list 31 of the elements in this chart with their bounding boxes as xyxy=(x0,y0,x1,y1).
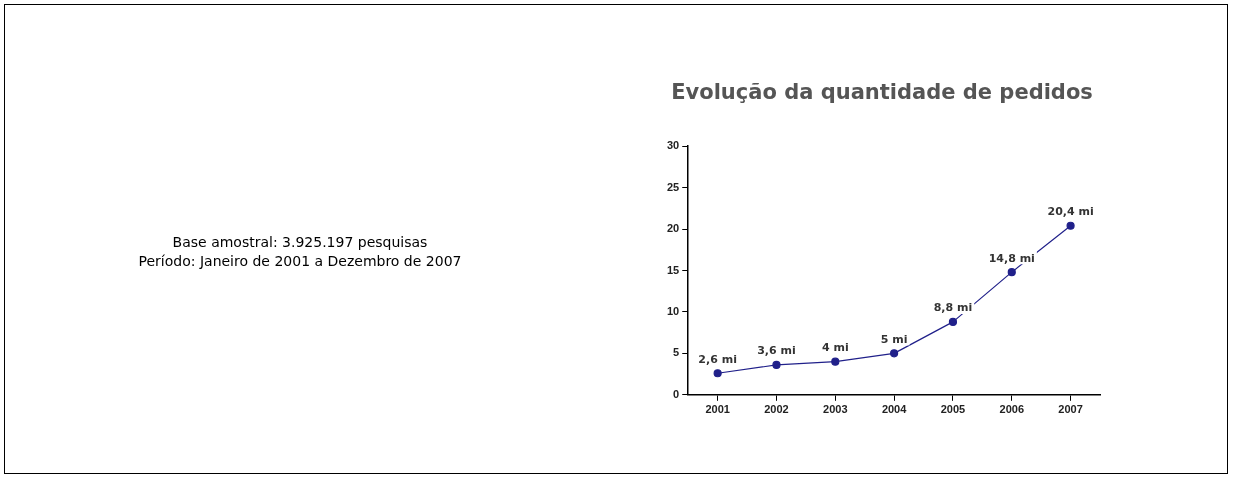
point xyxy=(713,369,722,378)
point xyxy=(1066,221,1075,230)
x-tick-label: 2006 xyxy=(999,403,1025,416)
point xyxy=(772,360,781,370)
x-tick-label: 2003 xyxy=(823,403,848,416)
y-tick-label: 10 xyxy=(666,304,680,317)
x-tick-label: 2001 xyxy=(705,403,730,416)
data-label: 2,6 mi xyxy=(698,352,737,366)
point xyxy=(831,357,840,366)
data-label: 3,6 mi xyxy=(757,344,796,358)
data-label: 14,8 mi xyxy=(988,251,1035,265)
data-label: 8,8 mi xyxy=(933,301,973,315)
data-label: 4 mi xyxy=(821,341,849,355)
y-tick-label: 30 xyxy=(666,139,680,152)
y-tick-label: 5 xyxy=(673,346,680,359)
x-tick-label: 2005 xyxy=(940,403,966,416)
chart-title: Evolução da quantidade de pedidos xyxy=(671,80,1093,105)
data-label: 20,4 mi xyxy=(1047,205,1094,219)
data-label: 5 mi xyxy=(880,332,908,346)
point xyxy=(1007,268,1016,277)
y-tick-label: 25 xyxy=(666,180,680,193)
y-tick-label: 15 xyxy=(666,263,680,276)
x-tick-label: 2007 xyxy=(1058,403,1083,416)
y-tick-label: 20 xyxy=(666,222,680,235)
point xyxy=(948,317,958,326)
y-tick-label: 0 xyxy=(673,387,680,400)
x-tick-label: 2002 xyxy=(764,403,789,416)
x-tick-label: 2004 xyxy=(881,403,908,416)
text: Base amostral: 3.925.197 pesquisas xyxy=(171,233,429,252)
point xyxy=(890,349,899,358)
text: Período: Janeiro de 2001 a Dezembro de 2007 xyxy=(137,252,463,271)
